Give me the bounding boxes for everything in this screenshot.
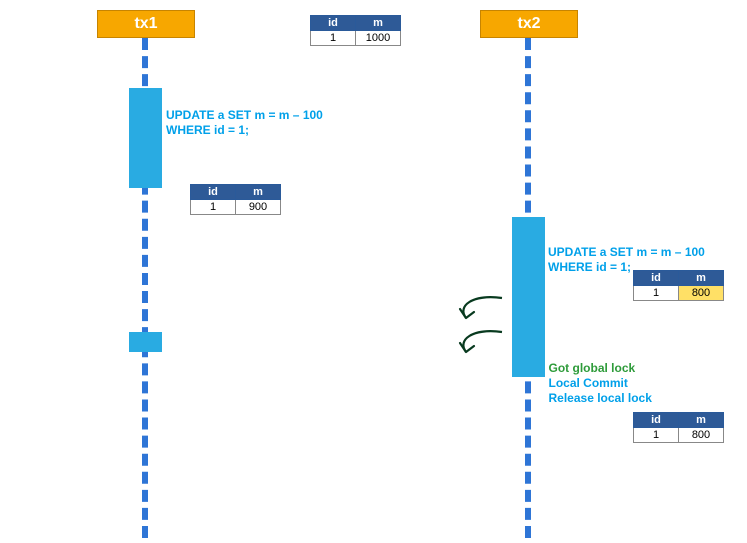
event-label: Release local lock	[549, 391, 652, 405]
state-table: idm1900	[190, 184, 281, 215]
tx1-title: tx1	[134, 15, 157, 33]
state-table: idm1800	[633, 412, 724, 443]
state-table: idm1800	[633, 270, 724, 301]
tx2-result-table: idm1800	[633, 412, 724, 443]
state-table: idm11000	[310, 15, 401, 46]
tx1-header: tx1	[97, 10, 195, 38]
tx2-inline-table: idm1800	[633, 270, 724, 301]
tx2-title: tx2	[517, 15, 540, 33]
event-label: Local Commit	[549, 376, 628, 390]
initial-state-table: idm11000	[310, 15, 401, 46]
retry-arrow-icon	[452, 330, 507, 358]
retry-arrow-icon	[452, 296, 507, 324]
tx2-active-block	[512, 217, 545, 377]
tx1-active-block-1	[129, 88, 162, 188]
tx2-header: tx2	[480, 10, 578, 38]
tx1-active-block-2	[129, 332, 162, 352]
tx1-sql: UPDATE a SET m = m – 100WHERE id = 1;	[166, 108, 323, 138]
event-label: Got global lock	[549, 361, 636, 375]
tx1-result-table: idm1900	[190, 184, 281, 215]
